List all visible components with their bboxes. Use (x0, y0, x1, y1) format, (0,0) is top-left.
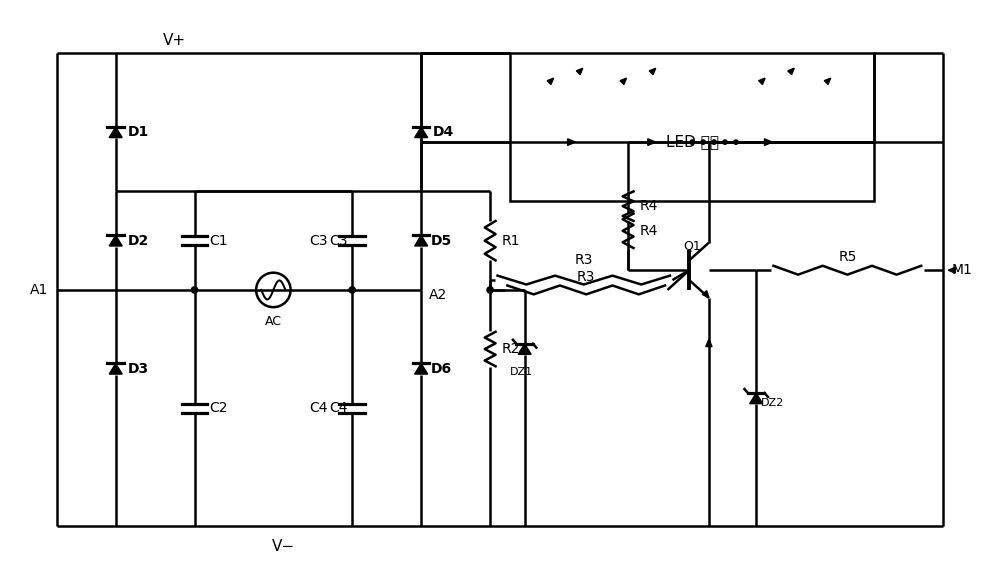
Circle shape (191, 287, 198, 293)
Bar (510, 54, 874, 201)
Polygon shape (706, 339, 712, 347)
Circle shape (349, 287, 355, 293)
Text: R1: R1 (502, 234, 520, 247)
Text: D5: D5 (431, 234, 452, 247)
Circle shape (723, 140, 727, 144)
Text: DZ1: DZ1 (510, 367, 533, 377)
Text: AC: AC (265, 315, 282, 328)
Text: D3: D3 (128, 362, 149, 376)
Polygon shape (547, 78, 554, 84)
Text: C2: C2 (209, 401, 228, 415)
Polygon shape (415, 127, 428, 137)
Text: R3: R3 (575, 253, 593, 267)
Text: V+: V+ (163, 33, 186, 48)
Polygon shape (109, 235, 122, 246)
Text: D2: D2 (128, 234, 149, 247)
Text: A2: A2 (429, 288, 447, 302)
Polygon shape (415, 364, 428, 374)
Text: Q1: Q1 (683, 239, 701, 252)
Text: C4: C4 (309, 401, 328, 415)
Text: R5: R5 (838, 250, 857, 264)
Polygon shape (109, 127, 122, 137)
Text: LED 模块: LED 模块 (666, 135, 719, 149)
Circle shape (690, 140, 694, 144)
Circle shape (734, 140, 738, 144)
Polygon shape (649, 68, 656, 75)
Text: C1: C1 (209, 234, 228, 247)
Text: D6: D6 (431, 362, 452, 376)
Text: C3: C3 (329, 234, 347, 247)
Polygon shape (948, 267, 955, 273)
Polygon shape (750, 393, 763, 404)
Polygon shape (568, 139, 575, 145)
Polygon shape (824, 78, 831, 84)
Polygon shape (764, 139, 772, 145)
Polygon shape (415, 235, 428, 246)
Text: R4: R4 (640, 224, 658, 238)
Polygon shape (788, 68, 794, 75)
Polygon shape (648, 139, 656, 145)
Text: C4: C4 (329, 401, 347, 415)
Text: DZ2: DZ2 (761, 398, 784, 408)
Polygon shape (759, 78, 765, 84)
Polygon shape (518, 344, 531, 355)
Text: C3: C3 (309, 234, 328, 247)
Text: M1: M1 (951, 263, 972, 277)
Circle shape (712, 140, 716, 144)
Circle shape (487, 287, 493, 293)
Text: R2: R2 (502, 342, 520, 356)
Polygon shape (620, 78, 627, 84)
Polygon shape (576, 68, 583, 75)
Text: R3: R3 (577, 270, 595, 284)
Text: D1: D1 (128, 125, 149, 139)
Text: V−: V− (272, 539, 295, 554)
Text: R4: R4 (640, 199, 658, 213)
Polygon shape (109, 364, 122, 374)
Circle shape (701, 140, 705, 144)
Text: D4: D4 (433, 125, 454, 139)
Text: A1: A1 (30, 283, 49, 297)
Polygon shape (702, 291, 709, 298)
